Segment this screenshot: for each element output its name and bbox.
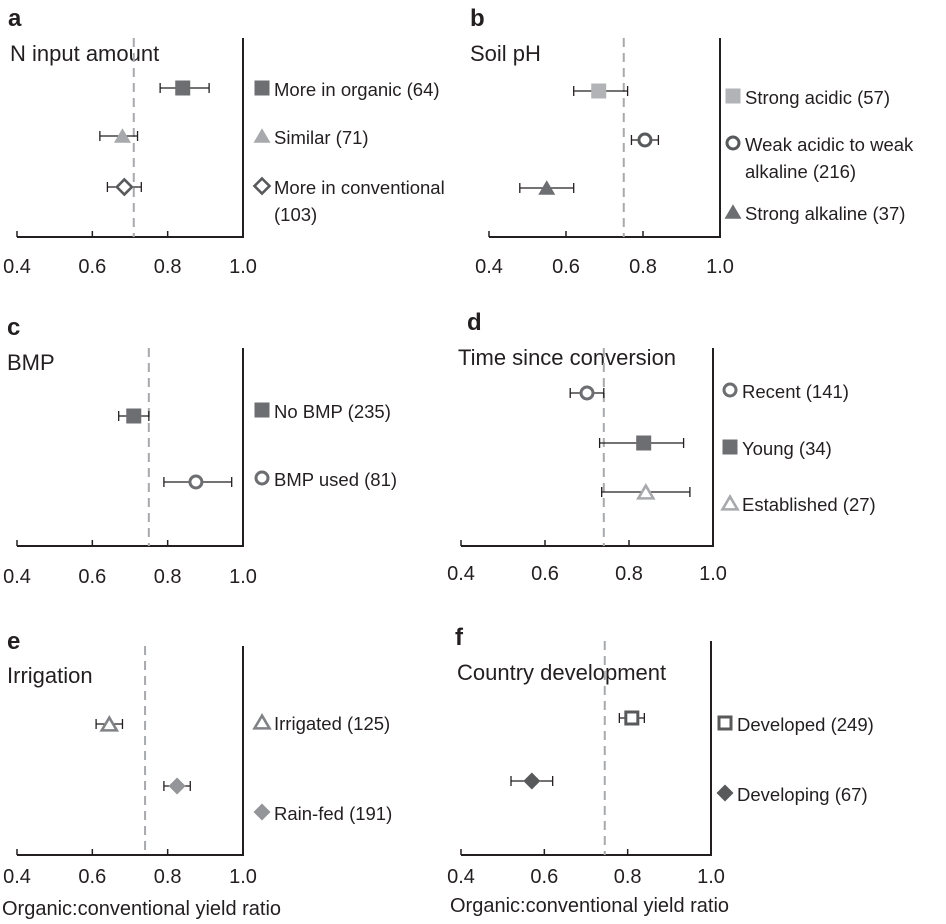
x-axis-label-right: Organic:conventional yield ratio xyxy=(450,895,730,917)
x-tick-label: 0.8 xyxy=(629,256,657,278)
legend-label: Strong alkaline (37) xyxy=(745,203,905,224)
data-point xyxy=(637,132,653,148)
x-tick-label: 0.6 xyxy=(531,563,559,585)
data-point xyxy=(188,474,204,490)
panel-title: N input amount xyxy=(10,41,159,66)
legend-label: (103) xyxy=(274,204,317,225)
legend-label: Irrigated (125) xyxy=(274,713,390,734)
panel-title: Country development xyxy=(457,660,666,685)
legend-marker xyxy=(253,803,271,821)
panel-letter: b xyxy=(470,5,485,32)
x-tick-label: 0.6 xyxy=(78,866,106,888)
x-tick-label: 0.4 xyxy=(447,866,475,888)
data-point xyxy=(624,710,640,726)
panel-letter: f xyxy=(455,624,464,651)
legend-label: No BMP (235) xyxy=(274,401,391,422)
panel-d: d Time since conversion 0.4 0.6 0.8 1.0 Recent… xyxy=(447,309,876,585)
x-tick-label: 0.8 xyxy=(154,566,182,588)
x-tick-label: 0.6 xyxy=(78,566,106,588)
legend-label: alkaline (216) xyxy=(745,161,856,182)
data-point xyxy=(636,483,656,500)
x-tick-label: 0.6 xyxy=(530,866,558,888)
legend-label: More in conventional xyxy=(274,177,445,198)
legend-label: Young (34) xyxy=(742,438,832,459)
panel-title: Time since conversion xyxy=(458,345,676,370)
legend-marker xyxy=(717,715,733,731)
legend-label: Strong acidic (57) xyxy=(745,87,890,108)
legend-marker xyxy=(254,402,270,418)
legend-label: BMP used (81) xyxy=(274,469,397,490)
panel-f: f Country development 0.4 0.6 0.8 1.0 Develope… xyxy=(447,624,874,888)
data-point xyxy=(168,777,186,795)
data-point xyxy=(579,385,595,401)
x-tick-label: 1.0 xyxy=(706,256,734,278)
x-tick-label: 0.4 xyxy=(475,256,503,278)
legend-label: More in organic (64) xyxy=(274,79,440,100)
x-tick-label: 0.8 xyxy=(614,866,642,888)
panel-title: Irrigation xyxy=(7,663,93,688)
legend-marker xyxy=(252,176,272,196)
x-tick-label: 0.4 xyxy=(3,866,31,888)
legend-label: Developing (67) xyxy=(737,784,868,805)
data-point xyxy=(636,435,652,451)
panel-a: a N input amount 0.4 0.6 0.8 1.0 More in organ… xyxy=(3,5,445,278)
legend-marker xyxy=(720,494,740,511)
x-tick-label: 0.4 xyxy=(3,256,31,278)
legend-label: Developed (249) xyxy=(737,714,874,735)
panel-letter: d xyxy=(467,309,482,336)
x-tick-label: 1.0 xyxy=(229,256,257,278)
x-tick-label: 1.0 xyxy=(697,866,725,888)
data-point xyxy=(113,128,131,143)
legend-marker xyxy=(253,128,271,143)
legend-label: Weak acidic to weak xyxy=(745,134,914,155)
panel-e: e Irrigation 0.4 0.6 0.8 1.0 Irrigated (125) Ra… xyxy=(3,628,392,888)
legend-marker xyxy=(716,784,734,802)
panel-letter: c xyxy=(7,314,20,341)
data-point xyxy=(175,80,191,96)
x-tick-label: 0.8 xyxy=(615,563,643,585)
data-point xyxy=(538,180,556,195)
legend-marker xyxy=(254,470,270,486)
x-tick-label: 0.4 xyxy=(447,563,475,585)
panel-c: c BMP 0.4 0.6 0.8 1.0 No BMP (235) BMP used (81… xyxy=(3,314,397,588)
x-tick-label: 0.6 xyxy=(78,256,106,278)
legend-marker xyxy=(725,135,741,151)
legend-label: Similar (71) xyxy=(274,127,369,148)
data-point xyxy=(523,772,541,790)
legend-marker xyxy=(254,80,270,96)
panel-letter: e xyxy=(7,628,20,655)
legend-marker xyxy=(722,439,738,455)
data-point xyxy=(126,408,142,424)
legend-marker xyxy=(725,88,741,104)
panel-b: b Soil pH 0.4 0.6 0.8 1.0 Strong acidic (57) We… xyxy=(470,5,914,278)
legend-label: Rain-fed (191) xyxy=(274,803,392,824)
x-axis-label-left: Organic:conventional yield ratio xyxy=(2,898,282,920)
panel-letter: a xyxy=(8,5,22,32)
legend-marker xyxy=(724,204,742,219)
x-tick-label: 0.8 xyxy=(154,256,182,278)
x-tick-label: 1.0 xyxy=(229,566,257,588)
x-tick-label: 0.4 xyxy=(3,566,31,588)
panel-title: BMP xyxy=(7,350,55,375)
legend-marker xyxy=(722,382,738,398)
data-point xyxy=(115,177,134,197)
panel-title: Soil pH xyxy=(470,41,541,66)
data-point xyxy=(99,715,120,732)
legend-label: Recent (141) xyxy=(742,381,849,402)
legend-label: Established (27) xyxy=(742,494,876,515)
x-tick-label: 0.6 xyxy=(552,256,580,278)
x-tick-label: 1.0 xyxy=(699,563,727,585)
data-point xyxy=(591,83,607,99)
x-tick-label: 1.0 xyxy=(229,866,257,888)
legend-marker xyxy=(252,713,272,730)
x-tick-label: 0.8 xyxy=(154,866,182,888)
